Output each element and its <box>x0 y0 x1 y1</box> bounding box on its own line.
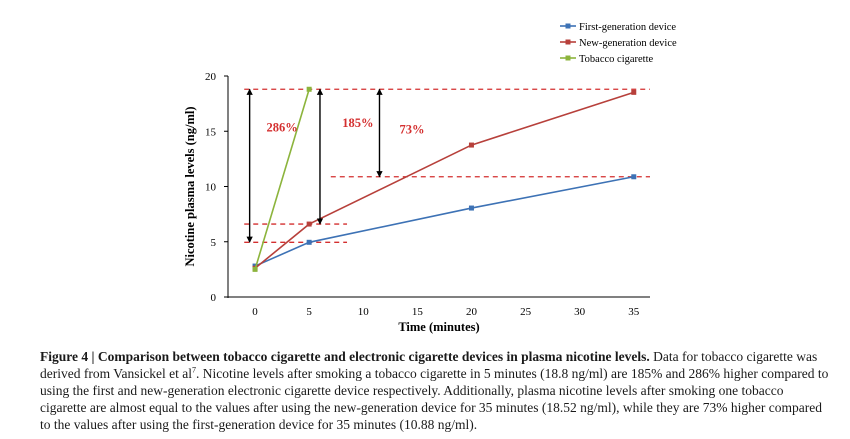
difference-label: 185% <box>342 116 373 130</box>
data-point <box>306 221 312 227</box>
x-tick-label: 30 <box>574 306 586 318</box>
x-tick-label: 35 <box>628 306 640 318</box>
y-tick-label: 0 <box>211 292 217 304</box>
x-tick-label: 25 <box>520 306 532 318</box>
legend-marker <box>565 55 571 61</box>
y-tick-label: 15 <box>205 126 217 138</box>
legend-label: First-generation device <box>579 22 676 33</box>
data-point <box>468 142 474 148</box>
x-axis-title: Time (minutes) <box>398 320 479 334</box>
difference-label: 286% <box>266 120 297 134</box>
x-tick-label: 0 <box>252 306 258 318</box>
series-line-1 <box>254 91 635 269</box>
caption-figure-label: Figure 4 | Comparison between tobacco ci… <box>40 349 650 364</box>
x-tick-label: 15 <box>412 306 424 318</box>
data-point <box>306 239 312 245</box>
y-tick-label: 5 <box>211 237 217 249</box>
legend-label: New-generation device <box>579 38 677 49</box>
series-line-0 <box>254 175 634 267</box>
difference-label: 73% <box>399 122 424 136</box>
caption-text-before-ref: Data for tobacco cigarette was derived f… <box>40 349 818 381</box>
y-tick-label: 20 <box>205 71 217 83</box>
caption-reference: 7 <box>191 365 196 375</box>
x-tick-label: 20 <box>466 306 478 318</box>
data-point <box>306 86 312 92</box>
data-point <box>631 89 637 95</box>
data-point <box>468 205 474 211</box>
data-point <box>252 266 258 272</box>
figure-caption: Figure 4 | Comparison between tobacco ci… <box>40 348 830 433</box>
caption-text-after-ref: . Nicotine levels after smoking a tobacc… <box>40 366 829 432</box>
x-tick-label: 5 <box>306 306 312 318</box>
legend-marker <box>565 23 571 29</box>
legend-label: Tobacco cigarette <box>579 54 654 65</box>
series-line-2 <box>254 89 310 270</box>
y-tick-label: 10 <box>205 182 217 194</box>
x-tick-label: 10 <box>358 306 370 318</box>
data-point <box>631 174 637 180</box>
legend-marker <box>565 39 571 45</box>
y-axis-title: Nicotine plasma levels (ng/ml) <box>183 106 197 266</box>
